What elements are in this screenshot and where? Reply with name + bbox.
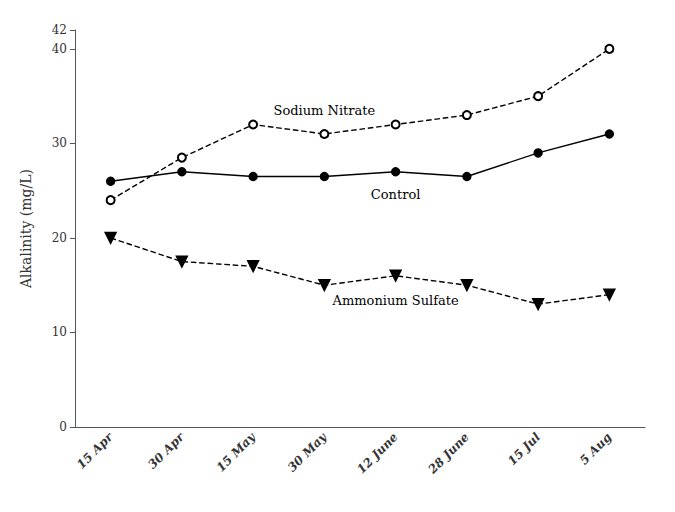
svg-text:20: 20 [52, 231, 67, 245]
svg-text:Ammonium Sulfate: Ammonium Sulfate [332, 293, 459, 308]
svg-text:15 May: 15 May [214, 429, 259, 474]
svg-text:30 May: 30 May [285, 429, 330, 474]
svg-text:Alkalinity (mg/L): Alkalinity (mg/L) [18, 169, 34, 289]
svg-text:12 June: 12 June [354, 430, 401, 477]
svg-text:15 Apr: 15 Apr [74, 429, 117, 472]
svg-text:Control: Control [371, 187, 421, 202]
svg-text:28 June: 28 June [425, 430, 472, 477]
svg-text:Sodium Nitrate: Sodium Nitrate [274, 103, 376, 118]
svg-text:0: 0 [59, 420, 67, 434]
svg-text:5 Aug: 5 Aug [577, 430, 614, 467]
svg-text:15 Jul: 15 Jul [505, 430, 543, 468]
svg-text:10: 10 [52, 325, 67, 339]
svg-text:40: 40 [52, 42, 67, 56]
svg-text:42: 42 [52, 23, 67, 37]
svg-text:30 Apr: 30 Apr [145, 429, 188, 472]
svg-text:30: 30 [52, 136, 67, 150]
